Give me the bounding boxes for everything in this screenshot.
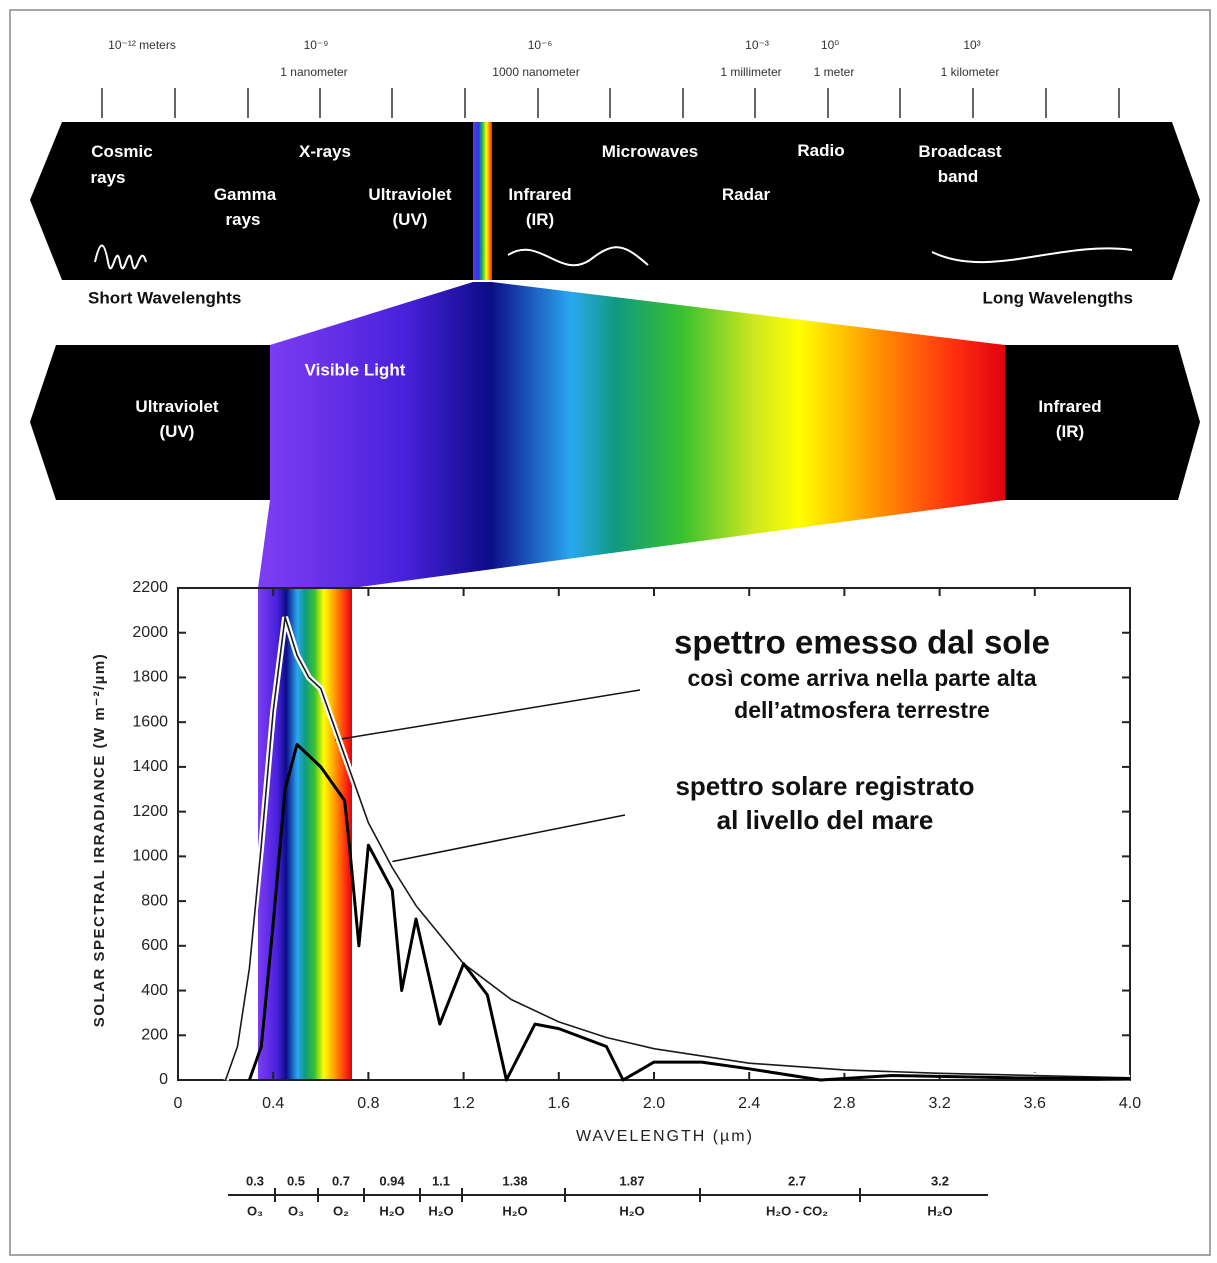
scale-label: 10³ — [963, 38, 980, 52]
x-tick-label: 0.8 — [357, 1095, 379, 1112]
annotation-title: spettro solare registrato — [675, 771, 974, 801]
band-gas: H₂O — [619, 1203, 644, 1218]
leader — [390, 815, 625, 862]
band-gas: H₂O - CO₂ — [766, 1203, 828, 1218]
x-tick-label: 2.4 — [738, 1095, 760, 1112]
scale-label: 1000 nanometer — [492, 65, 579, 79]
y-axis-title: SOLAR SPECTRAL IRRADIANCE (W m⁻²/µm) — [91, 653, 108, 1027]
y-tick-label: 2200 — [132, 579, 168, 596]
band-gas: O₃ — [247, 1203, 263, 1218]
x-tick-label: 3.2 — [928, 1095, 950, 1112]
band-gas: H₂O — [502, 1203, 527, 1218]
chart: SOLAR SPECTRAL IRRADIANCE (W m⁻²/µm) WAV… — [91, 579, 1141, 1145]
y-tick-label: 1600 — [132, 713, 168, 730]
scale-label: 1 kilometer — [941, 65, 1000, 79]
band-label: Radar — [722, 185, 771, 204]
band-gas: O₃ — [288, 1203, 304, 1218]
x-tick-label: 0 — [174, 1095, 183, 1112]
page: 10⁻¹² meters 10⁻⁹ 1 nanometer 10⁻⁶ 1000 … — [0, 0, 1217, 1263]
scale-label: 1 meter — [814, 65, 855, 79]
band-wavelength: 2.7 — [788, 1173, 806, 1188]
band-label: X-rays — [299, 142, 351, 161]
x-tick-label: 1.2 — [452, 1095, 474, 1112]
band-wavelength: 0.94 — [379, 1173, 405, 1188]
visible-title: Visible Light — [305, 360, 406, 379]
scale-label: 10⁻³ — [745, 38, 769, 52]
absorption-scale — [228, 1188, 988, 1202]
scale-label: 10⁻¹² meters — [108, 38, 176, 52]
x-tick-label: 4.0 — [1119, 1095, 1141, 1112]
fan-bottom — [258, 500, 1005, 588]
short-label: Short Wavelenghts — [88, 288, 241, 307]
band-gas: H₂O — [379, 1203, 404, 1218]
annotation-text: così come arriva nella parte alta — [687, 665, 1036, 691]
band-label: Microwaves — [602, 142, 698, 161]
x-tick-label: 1.6 — [548, 1095, 570, 1112]
visible-strip — [473, 122, 492, 280]
scale-ticks — [102, 88, 1119, 118]
scale-label: 1 millimeter — [720, 65, 781, 79]
annotation-text: al livello del mare — [717, 805, 934, 835]
band-wavelength: 0.7 — [332, 1173, 350, 1188]
scale-label: 1 nanometer — [280, 65, 347, 79]
band-label: Radio — [797, 141, 844, 160]
y-tick-label: 1200 — [132, 803, 168, 820]
fan-top — [270, 282, 1005, 345]
band-wavelength: 1.38 — [502, 1173, 527, 1188]
annotation-text: dell’atmosfera terrestre — [734, 697, 990, 723]
band-gas: H₂O — [428, 1203, 453, 1218]
y-tick-label: 0 — [159, 1071, 168, 1088]
band-wavelength: 3.2 — [931, 1173, 949, 1188]
x-tick-label: 3.6 — [1024, 1095, 1046, 1112]
y-tick-label: 2000 — [132, 624, 168, 641]
y-tick-label: 400 — [141, 982, 168, 999]
scale-label: 10⁻⁹ — [304, 38, 329, 52]
band-wavelength: 0.3 — [246, 1173, 264, 1188]
long-label: Long Wavelengths — [983, 288, 1134, 307]
y-tick-label: 1000 — [132, 848, 168, 865]
band-gas: H₂O — [927, 1203, 952, 1218]
x-tick-label: 2.8 — [833, 1095, 855, 1112]
annotation-title: spettro emesso dal sole — [674, 624, 1050, 661]
x-tick-label: 2.0 — [643, 1095, 665, 1112]
x-axis-title: WAVELENGTH (µm) — [576, 1128, 754, 1145]
y-tick-label: 200 — [141, 1026, 168, 1043]
scale-label: 10⁰ — [821, 38, 839, 52]
y-tick-label: 800 — [141, 892, 168, 909]
band-wavelength: 0.5 — [287, 1173, 305, 1188]
scale-label: 10⁻⁶ — [528, 38, 553, 52]
visible-columns — [258, 588, 352, 1080]
y-tick-label: 1800 — [132, 669, 168, 686]
y-tick-label: 1400 — [132, 758, 168, 775]
y-tick-label: 600 — [141, 937, 168, 954]
x-tick-label: 0.4 — [262, 1095, 284, 1112]
band-wavelength: 1.1 — [432, 1173, 450, 1188]
band-gas: O₂ — [333, 1203, 349, 1218]
band-wavelength: 1.87 — [619, 1173, 644, 1188]
leader — [335, 690, 640, 740]
